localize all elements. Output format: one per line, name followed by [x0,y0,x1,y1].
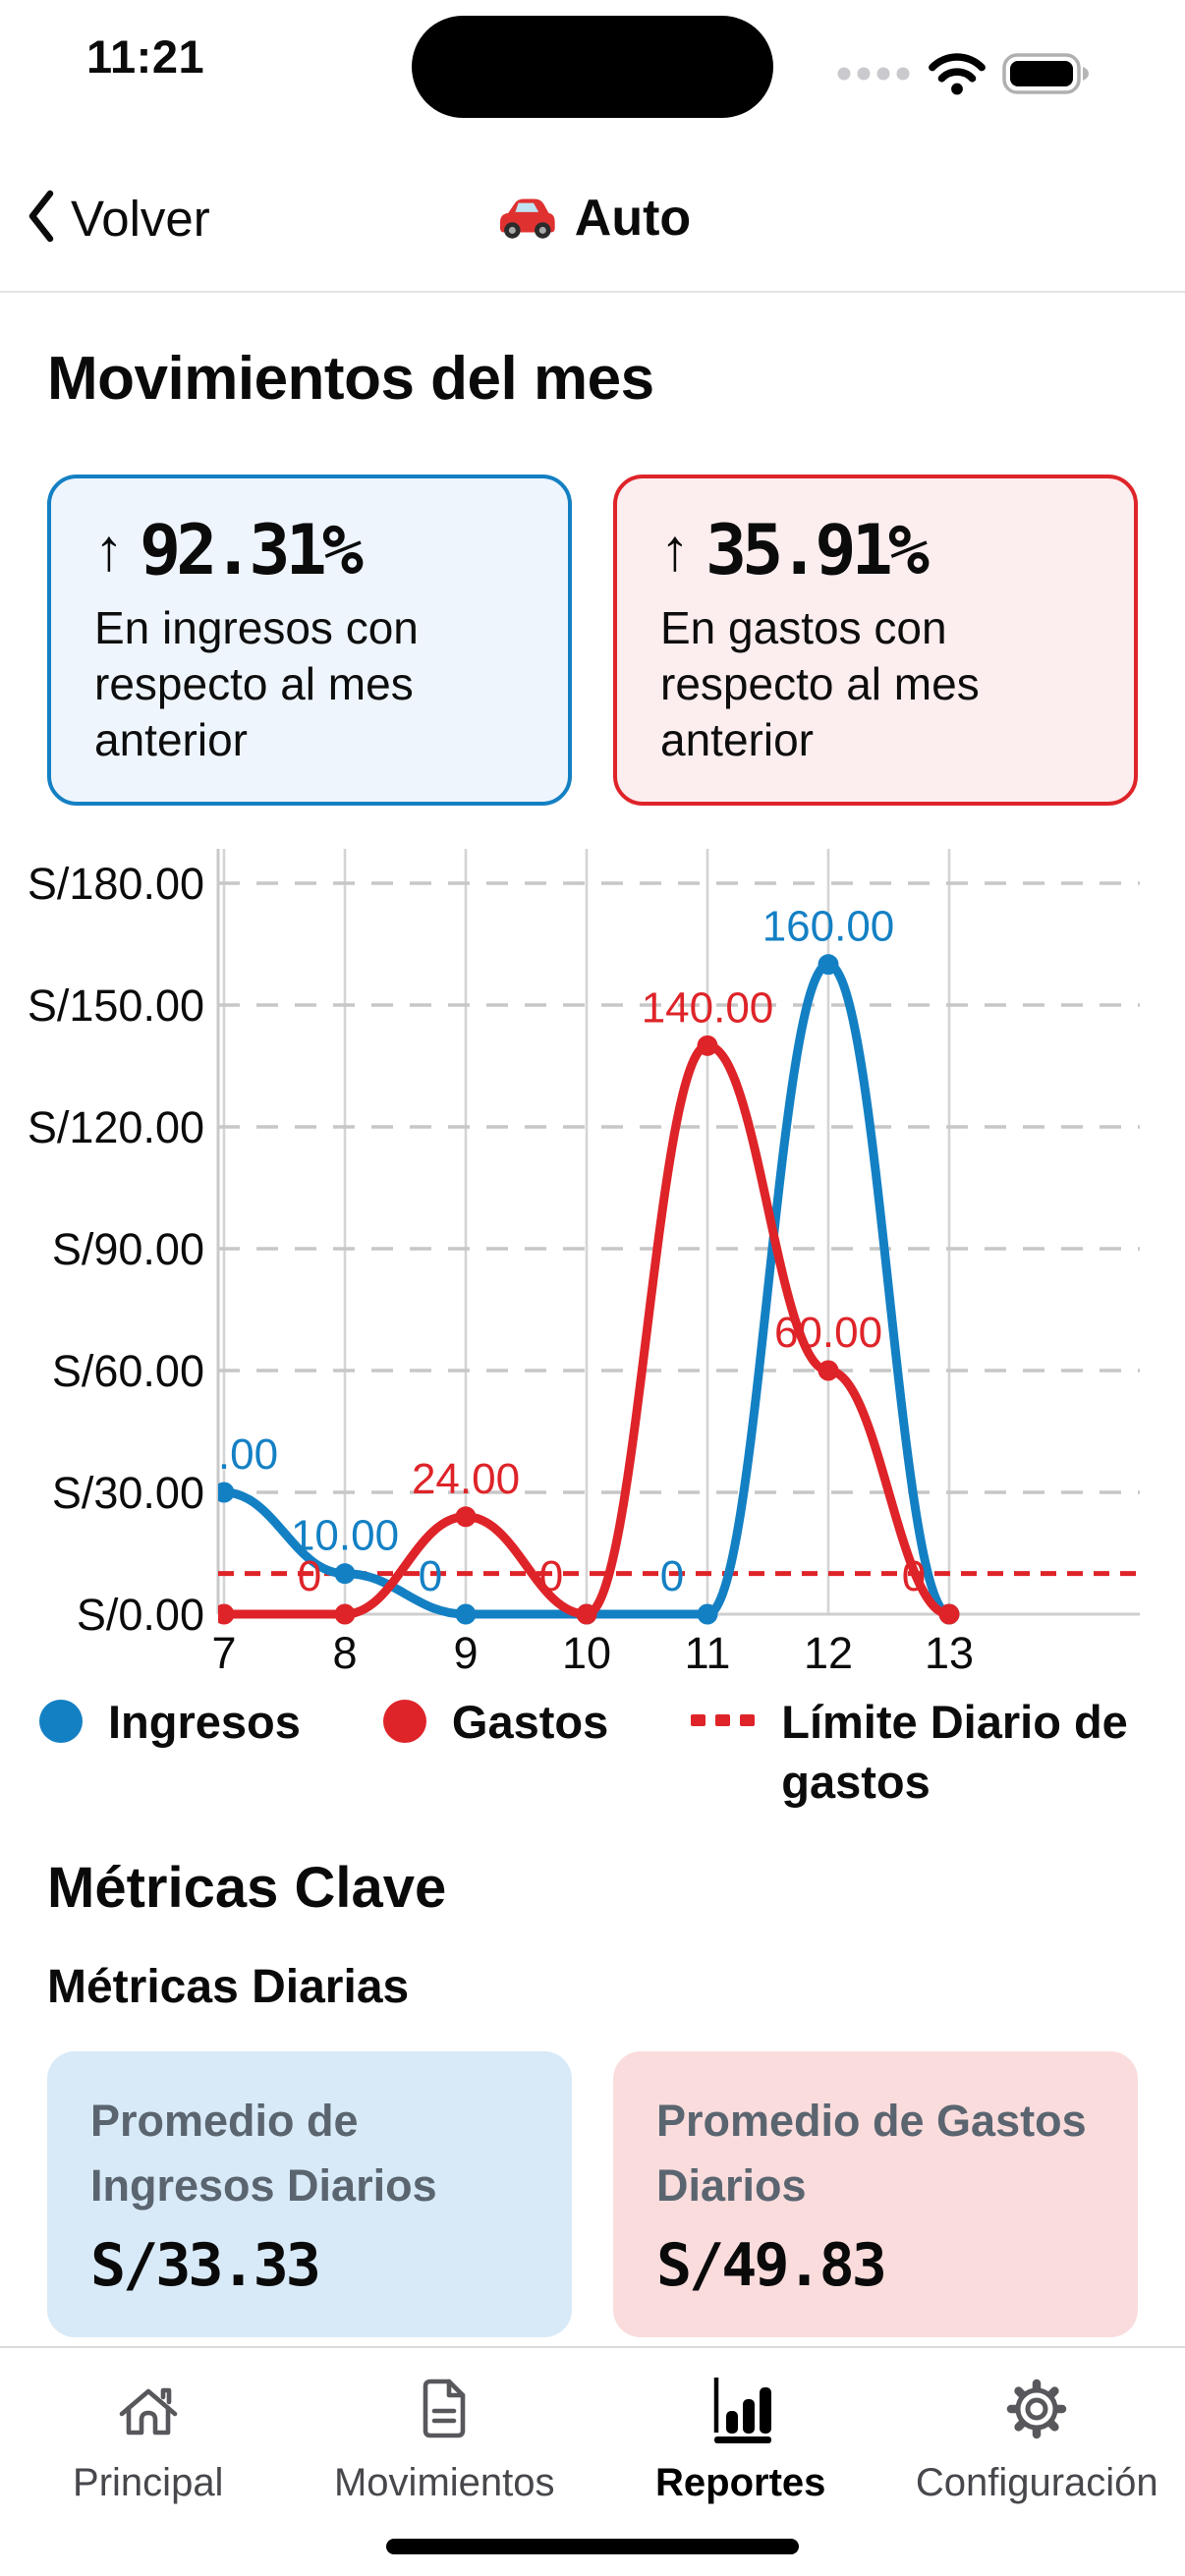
cellular-signal-icon [837,67,912,85]
home-indicator[interactable] [386,2539,799,2554]
chart-canvas: S/0.00 S/30.00 S/60.00 S/90.00 S/120.00 S/150… [28,849,1140,1678]
battery-icon [1002,52,1091,100]
svg-text:7: 7 [211,1628,236,1678]
avg-income-card: Promedio de Ingresos Diarios S/33.33 [47,2051,572,2337]
home-icon [111,2372,186,2451]
bar-chart-icon [704,2372,778,2451]
svg-text:S/30.00: S/30.00 [52,1468,204,1518]
gastos-dot-icon [382,1700,426,1744]
svg-text:60.00: 60.00 [774,1309,882,1357]
svg-text:0: 0 [539,1552,563,1600]
svg-text:0: 0 [298,1552,321,1600]
legend-item-ingresos: Ingresos [39,1692,301,1752]
tab-label: Configuración [915,2461,1158,2504]
subsection-heading-metricas-diarias: Métricas Diarias [47,1961,410,2014]
svg-text:160.00: 160.00 [762,903,895,951]
tab-reportes[interactable]: Reportes [592,2372,889,2505]
page-title-label: Auto [574,190,692,247]
section-heading-movimientos: Movimientos del mes [47,345,654,413]
svg-text:11: 11 [685,1628,731,1678]
tab-movimientos[interactable]: Movimientos [297,2372,593,2505]
metric-cards: Promedio de Ingresos Diarios S/33.33 Pro… [47,2051,1138,2337]
wifi-icon [928,51,987,101]
back-button[interactable]: Volver [26,145,210,291]
svg-text:10.00: 10.00 [291,1512,399,1560]
svg-text:12: 12 [804,1628,853,1678]
tab-label: Movimientos [333,2461,555,2504]
svg-text:30.00: 30.00 [170,1430,278,1479]
document-icon [407,2372,481,2451]
svg-text:S/120.00: S/120.00 [28,1102,204,1152]
legend-item-gastos: Gastos [382,1692,609,1752]
avg-expense-card: Promedio de Gastos Diarios S/49.83 [613,2051,1138,2337]
income-change-percent: 92.31% [140,510,364,590]
tab-configuracion[interactable]: Configuración [889,2372,1185,2505]
nav-bar: Volver Auto [0,145,1185,293]
svg-text:0: 0 [660,1552,684,1600]
line-chart: S/0.00 S/30.00 S/60.00 S/90.00 S/120.00 S/150… [0,841,1185,1812]
avg-income-value: S/33.33 [90,2230,321,2300]
svg-text:0: 0 [902,1552,926,1600]
svg-text:140.00: 140.00 [642,983,774,1032]
avg-expense-title: Promedio de Gastos Diarios [656,2096,1087,2211]
svg-text:0: 0 [419,1552,442,1600]
svg-text:24.00: 24.00 [412,1455,520,1503]
chevron-left-icon [26,190,55,248]
avg-expense-value: S/49.83 [656,2230,887,2300]
red-car-icon [494,191,559,247]
svg-text:13: 13 [925,1628,974,1678]
dashed-line-icon [691,1713,756,1727]
tab-bar: Principal Movimientos [0,2346,1185,2576]
status-bar: 11:21 [0,0,1185,145]
dynamic-island [412,16,773,118]
svg-text:8: 8 [332,1628,357,1678]
expense-change-description: En gastos con respecto al mes anterior [660,602,980,766]
legend-label: Ingresos [108,1696,301,1749]
svg-text:S/0.00: S/0.00 [77,1590,204,1640]
gear-icon [999,2372,1074,2451]
svg-text:9: 9 [453,1628,478,1678]
status-icons [837,51,1091,101]
svg-text:10: 10 [562,1628,611,1678]
back-label: Volver [71,190,210,247]
svg-text:S/90.00: S/90.00 [52,1224,204,1274]
legend-item-limite: Límite Diario de gastos [691,1692,1146,1812]
svg-text:S/150.00: S/150.00 [28,980,204,1031]
expense-change-percent: 35.91% [705,510,930,590]
up-arrow-icon: ↑ [94,517,124,583]
income-change-card: ↑ 92.31% En ingresos con respecto al mes… [47,475,572,807]
section-heading-metricas: Métricas Clave [47,1856,447,1921]
avg-income-title: Promedio de Ingresos Diarios [90,2096,437,2211]
income-change-description: En ingresos con respecto al mes anterior [94,602,419,766]
summary-cards: ↑ 92.31% En ingresos con respecto al mes… [47,475,1138,807]
tab-principal[interactable]: Principal [0,2372,297,2505]
svg-text:S/180.00: S/180.00 [28,859,204,909]
tab-label: Reportes [655,2461,826,2504]
svg-text:S/60.00: S/60.00 [52,1346,204,1396]
page-title: Auto [494,145,691,291]
legend-label: Gastos [451,1696,609,1749]
chart-legend: Ingresos Gastos Límite Diario de gastos [0,1692,1185,1812]
status-time: 11:21 [86,30,205,83]
tab-label: Principal [73,2461,224,2504]
ingresos-dot-icon [39,1700,83,1744]
expense-change-card: ↑ 35.91% En gastos con respecto al mes a… [613,475,1138,807]
up-arrow-icon: ↑ [660,517,690,583]
legend-label: Límite Diario de gastos [781,1696,1128,1809]
